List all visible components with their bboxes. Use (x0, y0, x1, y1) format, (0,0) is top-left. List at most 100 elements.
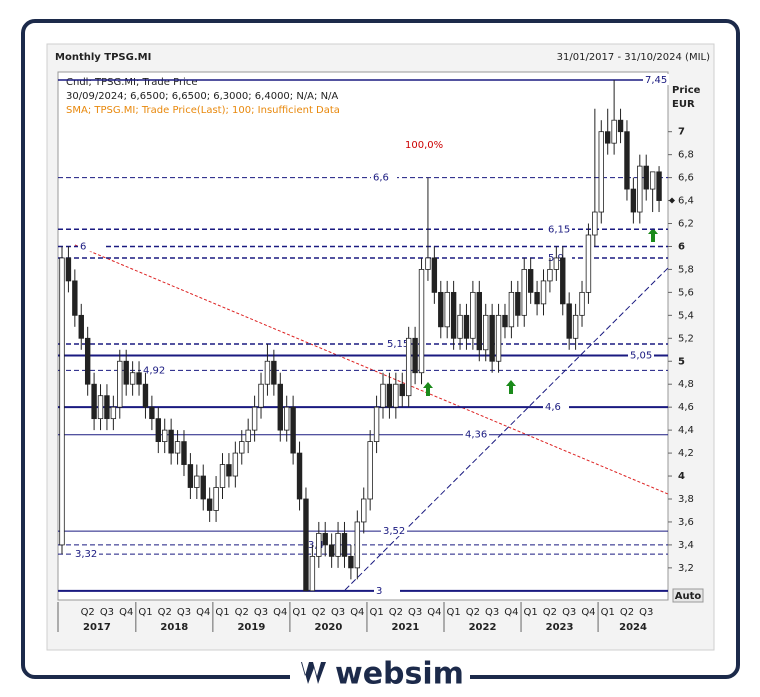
candle-body (174, 441, 181, 454)
annotation: 100,0% (405, 140, 443, 151)
period: 31/01/2017 - 31/10/2024 (MIL) (557, 52, 710, 63)
candle-body (649, 171, 656, 190)
candle-body (110, 406, 117, 420)
arrow (423, 382, 433, 396)
candle-body (296, 452, 303, 500)
trend-line (74, 244, 669, 495)
x-year-label: 2022 (469, 622, 497, 633)
scale-button-label[interactable]: Auto (675, 591, 702, 602)
level-label-bg (381, 525, 407, 537)
x-year-label: 2024 (619, 622, 647, 633)
candle-body (470, 291, 476, 339)
x-quarter-label: Q3 (100, 607, 114, 618)
candle-body (123, 360, 129, 385)
arrow (506, 380, 516, 394)
candle-body (643, 165, 649, 190)
level-label-bg (78, 240, 104, 252)
candle-body (181, 441, 187, 465)
candle-body (527, 269, 534, 293)
level-label: 3 (376, 586, 382, 597)
scale-button[interactable] (672, 588, 704, 603)
level-label: 3,52 (383, 526, 405, 537)
level-label-bg (628, 349, 654, 361)
candle-body (271, 360, 277, 385)
candle-body (277, 383, 283, 431)
x-quarter-label: Q4 (427, 607, 441, 618)
y-tick-label: 6,2 (678, 219, 694, 230)
level-label-bg (374, 584, 400, 596)
sma-legend: SMA; TPSG.MI; Trade Price(Last); 100; In… (66, 105, 340, 116)
candle-body (656, 171, 662, 201)
candle-body (335, 533, 341, 557)
level-label-bg (543, 401, 569, 413)
candle-body (341, 533, 348, 557)
candle-body (264, 360, 271, 385)
axis-title: Price (672, 85, 701, 96)
level-label: 6 (80, 241, 86, 252)
x-quarter-label: Q2 (81, 607, 95, 618)
x-quarter-label: Q2 (312, 607, 326, 618)
x-quarter-label: Q1 (601, 607, 615, 618)
candle-body (540, 280, 547, 305)
signal-arrows (423, 228, 658, 396)
y-tick-label: 3,8 (678, 494, 694, 505)
candle-body (611, 119, 617, 144)
candle-body (239, 441, 245, 454)
candle-body (219, 464, 226, 488)
candle-body (553, 257, 560, 270)
candle-body (373, 406, 380, 443)
candle-body (412, 337, 418, 374)
candle-body (245, 429, 251, 442)
y-tick-label: 6,8 (678, 150, 694, 161)
x-quarter-label: Q2 (620, 607, 634, 618)
x-quarter-label: Q4 (504, 607, 518, 618)
candle-body (316, 533, 322, 557)
level-label: 3,4 (308, 540, 324, 551)
candle-body (386, 383, 393, 408)
y-tick-label: 4,6 (678, 402, 694, 413)
y-tick-label: 5,6 (678, 287, 694, 298)
candle-body (457, 314, 463, 339)
candle-body (162, 429, 168, 442)
candle-body (534, 291, 540, 305)
x-year-label: 2023 (546, 622, 574, 633)
candle-body (592, 211, 598, 236)
candle-body (303, 498, 309, 592)
level-label: 5,15 (387, 339, 409, 350)
level-label-bg (546, 223, 572, 235)
x-quarter-label: Q2 (466, 607, 480, 618)
candle-body (187, 464, 194, 488)
x-quarter-label: Q3 (177, 607, 191, 618)
level-label-bg (643, 74, 669, 86)
candle-body (84, 337, 91, 385)
candle-body (258, 383, 264, 408)
candle-body (251, 406, 258, 431)
y-tick-label: 6 (678, 241, 685, 252)
y-tick-label: 4,4 (678, 425, 694, 436)
candle-body (367, 441, 373, 500)
x-quarter-label: Q4 (350, 607, 364, 618)
candle-body (617, 119, 624, 133)
candle-body (322, 533, 328, 546)
candle-body (624, 131, 630, 190)
x-quarter-label: Q1 (447, 607, 461, 618)
y-tick-label: 3,4 (678, 540, 694, 551)
candle-body (97, 395, 104, 420)
candle-body (226, 464, 232, 477)
candle-body (405, 337, 412, 397)
y-tick-label: 5,8 (678, 264, 694, 275)
candle-body (502, 314, 508, 328)
candle-body (361, 498, 367, 523)
candle-body (521, 269, 527, 316)
candle-body (117, 360, 123, 408)
x-quarter-label: Q4 (273, 607, 287, 618)
candle-body (495, 314, 502, 362)
candle-body (232, 452, 239, 477)
y-tick-label: 4 (678, 471, 685, 482)
candle-body (547, 269, 553, 282)
candle-body (142, 383, 149, 408)
candle-body (450, 291, 457, 339)
x-quarter-label: Q3 (254, 607, 268, 618)
candle-body (572, 314, 579, 339)
